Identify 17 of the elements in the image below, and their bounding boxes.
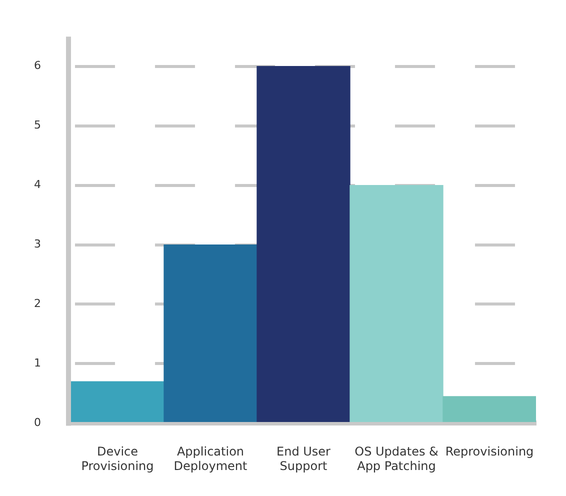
bar [442, 396, 536, 422]
y-tick-label: 5 [34, 118, 41, 132]
x-tick-label: OS Updates & App Patching [354, 444, 438, 473]
bar [350, 184, 444, 422]
x-tick-label: End User Support [276, 444, 331, 473]
y-tick-label: 0 [34, 416, 41, 430]
y-tick-label: 2 [34, 297, 41, 310]
y-tick-label: 4 [34, 178, 41, 192]
bar [256, 66, 350, 422]
bar [71, 381, 164, 422]
x-tick-label: Reprovisioning [445, 444, 534, 459]
y-tick-label: 1 [34, 356, 41, 370]
y-tick-label: 3 [34, 238, 41, 251]
x-tick-label: Application Deployment [174, 444, 248, 473]
bar [164, 244, 258, 422]
y-tick-label: 6 [34, 59, 41, 72]
x-tick-label: Device Provisioning [81, 444, 154, 473]
